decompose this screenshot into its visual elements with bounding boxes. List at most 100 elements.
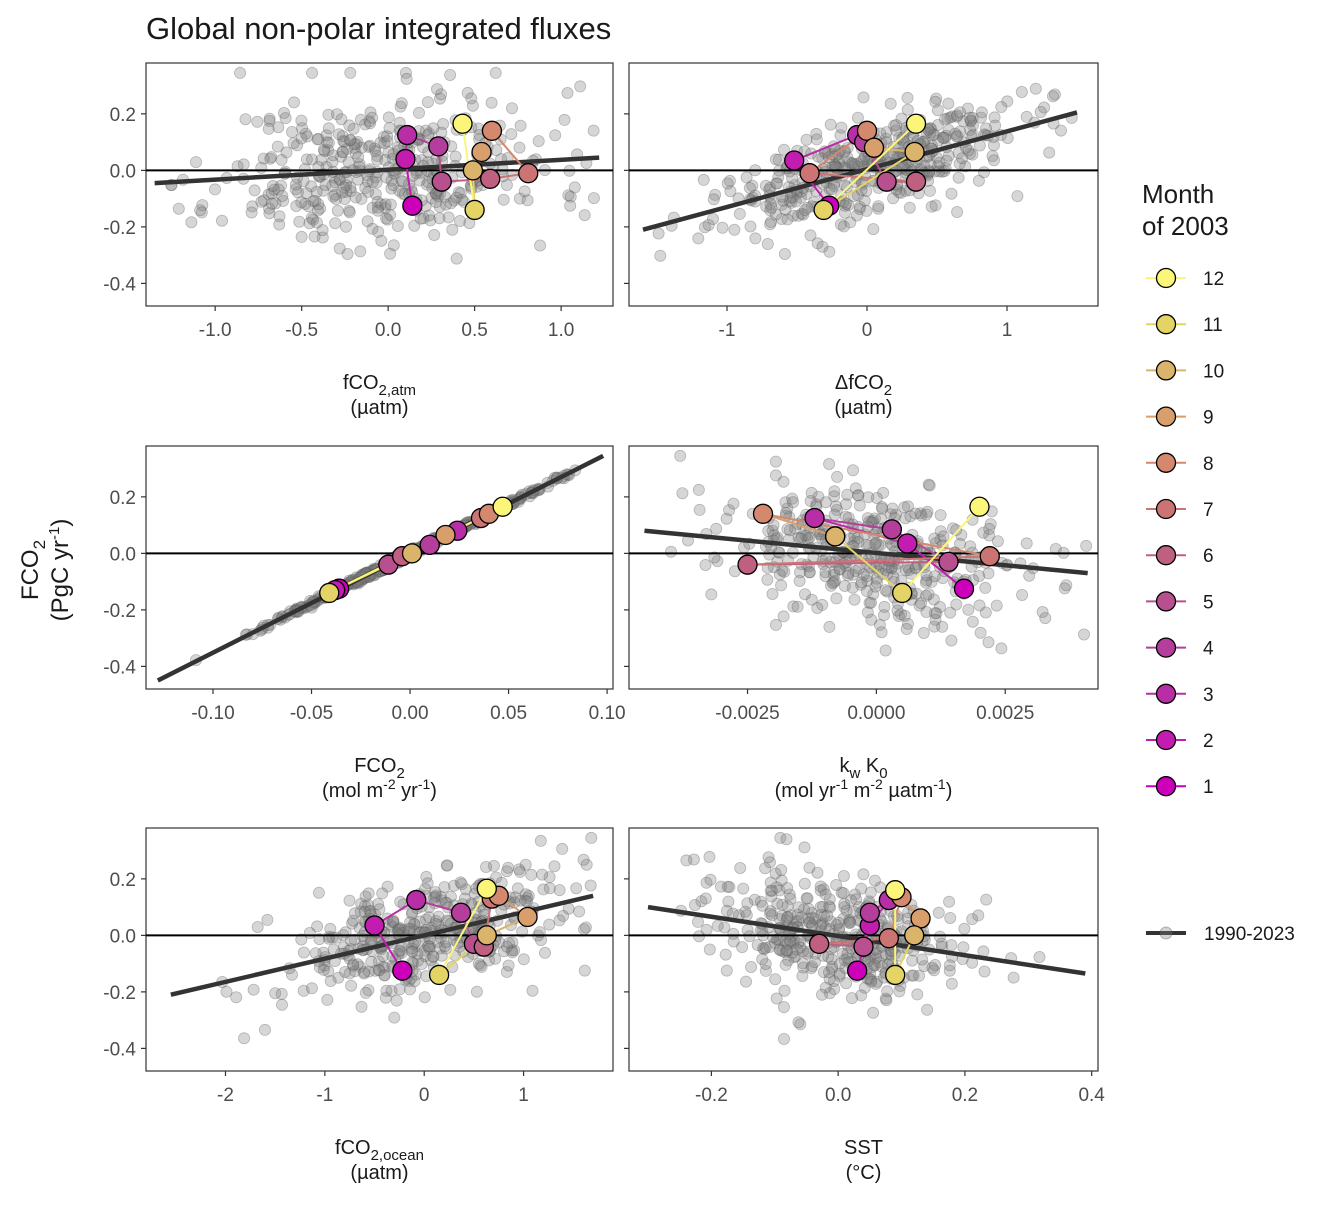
data-point [873, 618, 886, 631]
data-point [311, 204, 324, 217]
data-point [299, 197, 312, 210]
data-point [381, 135, 394, 148]
data-point [863, 972, 876, 985]
data-point [800, 892, 813, 905]
data-point [852, 489, 865, 502]
legend-swatch [1155, 637, 1177, 658]
data-point [336, 145, 349, 158]
month-point-3 [804, 507, 825, 529]
legend-swatch [1155, 776, 1177, 797]
data-point [793, 575, 806, 588]
data-point [818, 910, 831, 923]
data-point [724, 185, 737, 198]
panels: -0.4-0.20.00.2-1.0 -0.5 0.0 0.5 1.0fCO2,atm(… [103, 62, 1105, 1184]
data-point [846, 581, 859, 594]
data-point [865, 613, 878, 626]
data-point [1011, 190, 1024, 203]
data-point [441, 859, 454, 872]
data-point [916, 953, 929, 966]
data-point [846, 568, 859, 581]
data-point [543, 918, 556, 931]
data-point [841, 141, 854, 154]
data-point [918, 160, 931, 173]
data-point [957, 115, 970, 128]
data-point [952, 146, 965, 159]
chart-title: Global non-polar integrated fluxes [146, 11, 611, 46]
data-point [954, 106, 967, 119]
data-point [966, 913, 979, 926]
data-point [707, 193, 720, 206]
data-point [840, 197, 853, 210]
data-point [423, 911, 436, 924]
data-point [285, 126, 298, 139]
x-tick-label: 1 [1002, 320, 1013, 341]
data-point [983, 529, 996, 542]
data-point [446, 223, 459, 236]
data-point [798, 204, 811, 217]
data-point [485, 96, 498, 109]
data-point [923, 184, 936, 197]
x-axis-label: fCO2,ocean [335, 1137, 424, 1164]
data-point [795, 531, 808, 544]
data-point [408, 918, 421, 931]
data-point [444, 983, 457, 996]
data-point [931, 119, 944, 132]
data-point [928, 964, 941, 977]
x-tick-label: 0.00 [392, 703, 429, 724]
data-point [881, 985, 894, 998]
data-point [295, 132, 308, 145]
data-point [349, 147, 362, 160]
data-point [490, 871, 503, 884]
data-point [369, 188, 382, 201]
data-point [778, 565, 791, 578]
data-point [769, 973, 782, 986]
data-point [964, 123, 977, 136]
data-point [842, 567, 855, 580]
data-point [422, 940, 435, 953]
data-point [846, 992, 859, 1005]
data-point [359, 986, 372, 999]
data-point [887, 570, 900, 583]
x-axis-label: kw K0 [839, 755, 887, 782]
data-point [838, 898, 851, 911]
data-point [963, 111, 976, 124]
data-point [435, 88, 448, 101]
legend-swatch [1155, 267, 1177, 289]
data-point [869, 580, 882, 593]
data-point [263, 202, 276, 215]
data-point [816, 917, 829, 930]
data-point [740, 975, 753, 988]
data-point [437, 118, 450, 131]
data-point [954, 537, 967, 550]
data-point [505, 944, 518, 957]
data-point [771, 177, 784, 190]
data-point [860, 204, 873, 217]
data-point [393, 921, 406, 934]
data-point [920, 574, 933, 587]
data-point [804, 916, 817, 929]
data-point [377, 950, 390, 963]
data-point [979, 581, 992, 594]
data-point [830, 161, 843, 174]
month-segment [822, 123, 917, 211]
month-points [784, 113, 927, 221]
data-point [840, 977, 853, 990]
data-point [812, 490, 825, 503]
data-point [827, 576, 840, 589]
data-point [587, 192, 600, 205]
data-point [828, 565, 841, 578]
data-point [867, 588, 880, 601]
data-point [794, 191, 807, 204]
data-point [311, 133, 324, 146]
panel-fco2_flux: -0.4 -0.2 0.0 0.2 -0.10 -0.05 0.00 0.05 0.10 FCO2… [103, 445, 626, 802]
data-point [944, 912, 957, 925]
month-segment [809, 172, 917, 183]
x-tick-label: -0.0025 [715, 703, 779, 724]
data-point [929, 607, 942, 620]
legend-swatch [1155, 314, 1177, 335]
x-axis: -1 0 1 [719, 306, 1013, 341]
data-point [710, 522, 723, 535]
data-point [330, 108, 343, 121]
data-point [765, 201, 778, 214]
data-point [805, 593, 818, 606]
